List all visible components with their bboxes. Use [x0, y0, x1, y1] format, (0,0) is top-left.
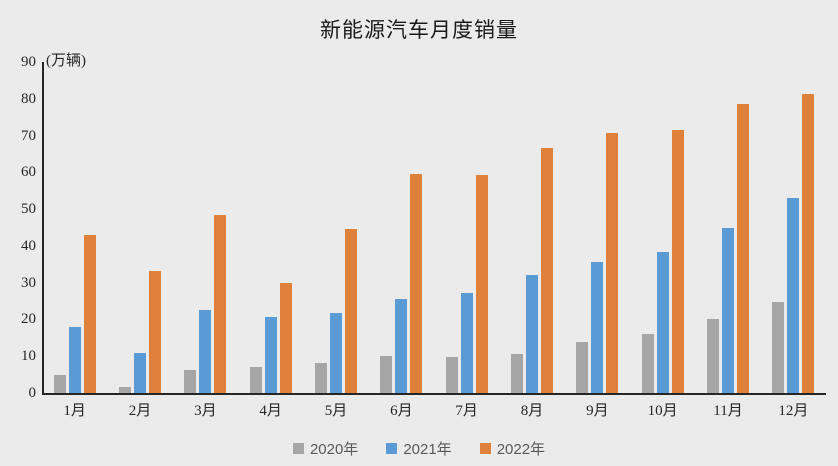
x-tick-label: 9月	[586, 403, 609, 419]
x-tick-label: 3月	[194, 403, 217, 419]
bar-2021年-10月	[656, 252, 669, 393]
y-tick-label: 0	[28, 385, 37, 401]
x-tick-label: 1月	[63, 403, 86, 419]
y-tick-label: 40	[21, 237, 36, 254]
x-axis-line	[42, 393, 826, 395]
legend-swatch-2022年	[479, 443, 491, 454]
bar-2021年-3月	[199, 309, 212, 393]
y-axis-unit-label: (万辆)	[46, 53, 86, 69]
bar-2021年-11月	[722, 227, 734, 393]
bar-2022年-6月	[410, 173, 423, 393]
y-tick-label: 60	[21, 164, 36, 181]
bar-2021年-12月	[787, 197, 800, 393]
chart-legend: 2020年 2021年 2022年	[0, 438, 838, 459]
legend-swatch-2020年	[292, 443, 304, 454]
y-tick-label: 90	[21, 54, 36, 70]
bar-2020年-5月	[315, 363, 327, 393]
y-tick-label: 20	[21, 311, 36, 328]
bar-2021年-9月	[591, 261, 604, 393]
bar-2022年-11月	[737, 103, 749, 393]
chart-title: 新能源汽车月度销量	[320, 18, 518, 42]
bar-2022年-12月	[802, 93, 815, 393]
bar-2021年-2月	[134, 352, 146, 393]
legend-item-2020年: 2020年	[292, 438, 359, 459]
x-tick-label: 4月	[259, 403, 282, 419]
x-tick-label: 5月	[324, 403, 348, 419]
x-tick-label: 11月	[713, 403, 743, 419]
bar-2022年-10月	[671, 130, 684, 393]
y-tick-label: 30	[21, 274, 36, 291]
bar-2022年-4月	[279, 283, 292, 393]
bar-2020年-8月	[511, 353, 523, 393]
bar-2020年-12月	[772, 301, 785, 393]
bar-2020年-6月	[380, 355, 393, 393]
y-tick-label: 70	[21, 127, 36, 144]
bar-2022年-7月	[475, 174, 488, 393]
bar-2021年-8月	[526, 274, 538, 393]
x-tick-label: 6月	[390, 403, 413, 419]
legend-item-2021年: 2021年	[386, 438, 452, 459]
bar-2022年-2月	[149, 270, 161, 393]
bar-2022年-9月	[606, 132, 619, 393]
x-tick-label: 7月	[455, 403, 478, 419]
plot-area: 1月 2月 3月 4月 5月 6月 7月 8月 9月 10月 11月 12月	[42, 62, 826, 419]
x-tick-label: 10月	[647, 403, 678, 419]
legend-swatch-2021年	[386, 443, 398, 454]
bar-2020年-10月	[641, 334, 654, 393]
bar-2022年-8月	[541, 148, 553, 393]
x-tick-label: 2月	[128, 403, 152, 419]
bar-2020年-7月	[445, 356, 458, 393]
bar-2020年-3月	[184, 369, 197, 393]
bar-2020年-2月	[119, 387, 131, 393]
bar-2021年-4月	[264, 317, 277, 393]
x-tick-label: 8月	[520, 403, 544, 419]
bar-2021年-5月	[330, 313, 342, 393]
bar-2021年-1月	[68, 327, 81, 393]
bar-2022年-1月	[83, 234, 96, 393]
y-tick-label: 50	[21, 201, 36, 218]
bar-2020年-11月	[707, 319, 719, 393]
bar-2020年-4月	[249, 366, 262, 393]
bar-2021年-7月	[460, 293, 473, 393]
bar-2021年-6月	[395, 298, 408, 393]
legend-label: 2020年	[309, 441, 359, 458]
legend-label: 2021年	[403, 441, 452, 458]
y-tick-label: 80	[21, 90, 36, 107]
y-axis-line	[42, 62, 44, 393]
y-tick-label: 10	[21, 348, 36, 365]
x-tick-label: 12月	[778, 403, 809, 419]
bar-2020年-1月	[53, 374, 66, 393]
bar-2020年-9月	[576, 342, 589, 393]
bar-2022年-5月	[345, 228, 357, 393]
bar-2022年-3月	[214, 215, 227, 393]
legend-item-2022年: 2022年	[479, 438, 546, 459]
legend-label: 2022年	[496, 441, 546, 458]
